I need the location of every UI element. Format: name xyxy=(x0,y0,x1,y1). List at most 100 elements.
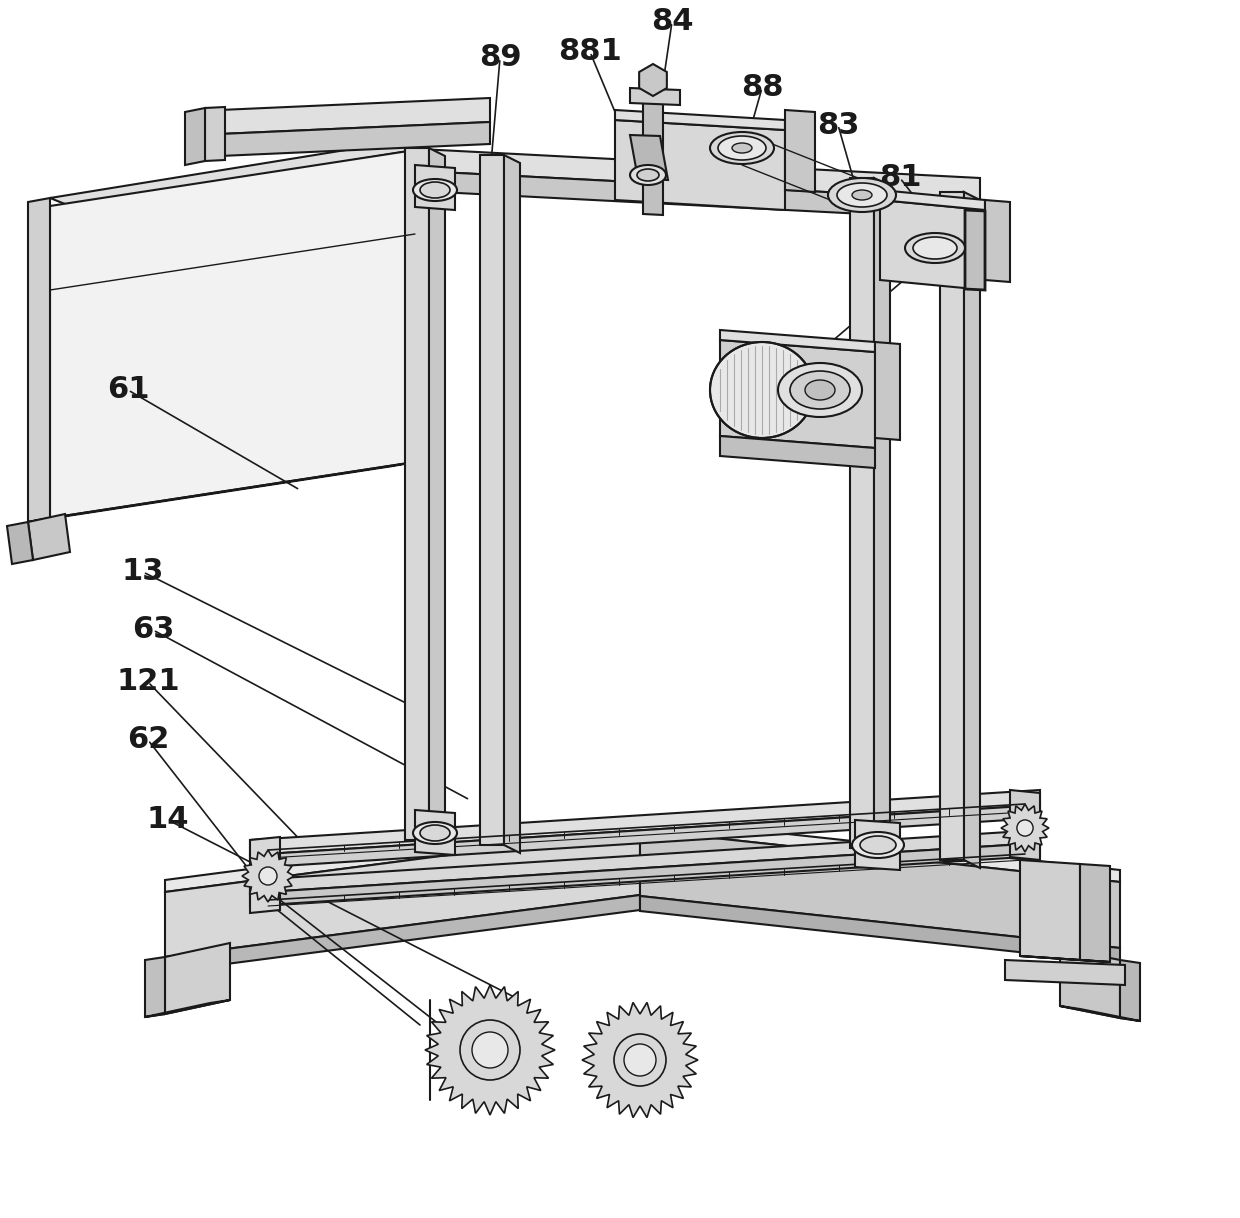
Polygon shape xyxy=(856,820,900,870)
Ellipse shape xyxy=(852,190,872,200)
Polygon shape xyxy=(425,985,556,1114)
Polygon shape xyxy=(145,957,165,1017)
Polygon shape xyxy=(1060,1006,1140,1021)
Ellipse shape xyxy=(711,342,813,438)
Polygon shape xyxy=(250,837,280,914)
Polygon shape xyxy=(429,149,445,848)
Polygon shape xyxy=(615,110,785,130)
Ellipse shape xyxy=(630,164,666,185)
Ellipse shape xyxy=(460,1019,520,1080)
Polygon shape xyxy=(849,178,874,848)
Ellipse shape xyxy=(619,1039,661,1080)
Text: 83: 83 xyxy=(817,111,859,140)
Ellipse shape xyxy=(777,363,862,417)
Polygon shape xyxy=(615,121,785,209)
Polygon shape xyxy=(875,342,900,440)
Polygon shape xyxy=(219,97,490,134)
Polygon shape xyxy=(940,192,963,860)
Text: 121: 121 xyxy=(117,667,180,697)
Polygon shape xyxy=(963,192,980,868)
Polygon shape xyxy=(185,108,205,164)
Polygon shape xyxy=(205,107,224,161)
Ellipse shape xyxy=(614,1034,666,1086)
Polygon shape xyxy=(250,790,1040,855)
Polygon shape xyxy=(1021,956,1110,962)
Polygon shape xyxy=(880,200,985,290)
Ellipse shape xyxy=(637,169,658,181)
Polygon shape xyxy=(630,88,680,105)
Text: 84: 84 xyxy=(651,7,693,37)
Polygon shape xyxy=(165,829,640,957)
Text: 881: 881 xyxy=(558,38,622,67)
Polygon shape xyxy=(1011,790,1040,860)
Polygon shape xyxy=(219,122,490,156)
Ellipse shape xyxy=(466,1027,513,1073)
Polygon shape xyxy=(145,1000,229,1017)
Text: 82: 82 xyxy=(944,213,986,242)
Polygon shape xyxy=(250,829,1040,893)
Ellipse shape xyxy=(905,233,965,263)
Polygon shape xyxy=(503,155,520,853)
Polygon shape xyxy=(1080,864,1110,962)
Ellipse shape xyxy=(718,136,766,160)
Polygon shape xyxy=(965,209,985,290)
Polygon shape xyxy=(401,149,980,200)
Ellipse shape xyxy=(472,1032,508,1068)
Polygon shape xyxy=(639,65,667,96)
Polygon shape xyxy=(29,514,69,560)
Polygon shape xyxy=(1060,948,1120,1018)
Text: 88: 88 xyxy=(740,73,784,102)
Ellipse shape xyxy=(711,132,774,164)
Polygon shape xyxy=(401,171,980,220)
Text: 63: 63 xyxy=(131,615,174,644)
Polygon shape xyxy=(785,110,815,192)
Polygon shape xyxy=(640,896,1120,963)
Text: 81: 81 xyxy=(879,163,921,192)
Text: 61: 61 xyxy=(107,375,149,404)
Polygon shape xyxy=(415,810,455,855)
Polygon shape xyxy=(29,462,415,523)
Ellipse shape xyxy=(828,178,897,212)
Ellipse shape xyxy=(259,867,277,885)
Polygon shape xyxy=(50,143,415,206)
Text: 89: 89 xyxy=(479,44,521,73)
Ellipse shape xyxy=(624,1044,656,1075)
Polygon shape xyxy=(1021,860,1080,960)
Polygon shape xyxy=(1001,804,1049,853)
Polygon shape xyxy=(242,850,294,903)
Polygon shape xyxy=(640,829,1120,948)
Polygon shape xyxy=(874,178,890,856)
Ellipse shape xyxy=(805,380,835,400)
Polygon shape xyxy=(720,436,875,468)
Polygon shape xyxy=(644,95,663,216)
Polygon shape xyxy=(250,843,1040,906)
Polygon shape xyxy=(985,200,1011,283)
Polygon shape xyxy=(165,818,1120,892)
Ellipse shape xyxy=(790,371,849,409)
Text: 14: 14 xyxy=(146,805,190,834)
Ellipse shape xyxy=(913,238,957,259)
Ellipse shape xyxy=(837,183,887,207)
Polygon shape xyxy=(720,340,875,448)
Polygon shape xyxy=(165,895,640,972)
Ellipse shape xyxy=(413,822,458,844)
Polygon shape xyxy=(480,155,503,845)
Polygon shape xyxy=(415,164,455,209)
Ellipse shape xyxy=(1017,820,1033,836)
Ellipse shape xyxy=(420,825,450,840)
Polygon shape xyxy=(1120,960,1140,1021)
Polygon shape xyxy=(1004,960,1125,985)
Ellipse shape xyxy=(852,832,904,857)
Polygon shape xyxy=(630,135,668,180)
Ellipse shape xyxy=(413,179,458,201)
Text: 13: 13 xyxy=(122,558,164,587)
Polygon shape xyxy=(582,1002,698,1118)
Polygon shape xyxy=(165,943,229,1015)
Polygon shape xyxy=(29,199,50,523)
Polygon shape xyxy=(720,330,875,352)
Ellipse shape xyxy=(420,181,450,199)
Ellipse shape xyxy=(861,836,897,854)
Ellipse shape xyxy=(732,143,751,153)
Polygon shape xyxy=(405,149,429,840)
Polygon shape xyxy=(50,150,415,518)
